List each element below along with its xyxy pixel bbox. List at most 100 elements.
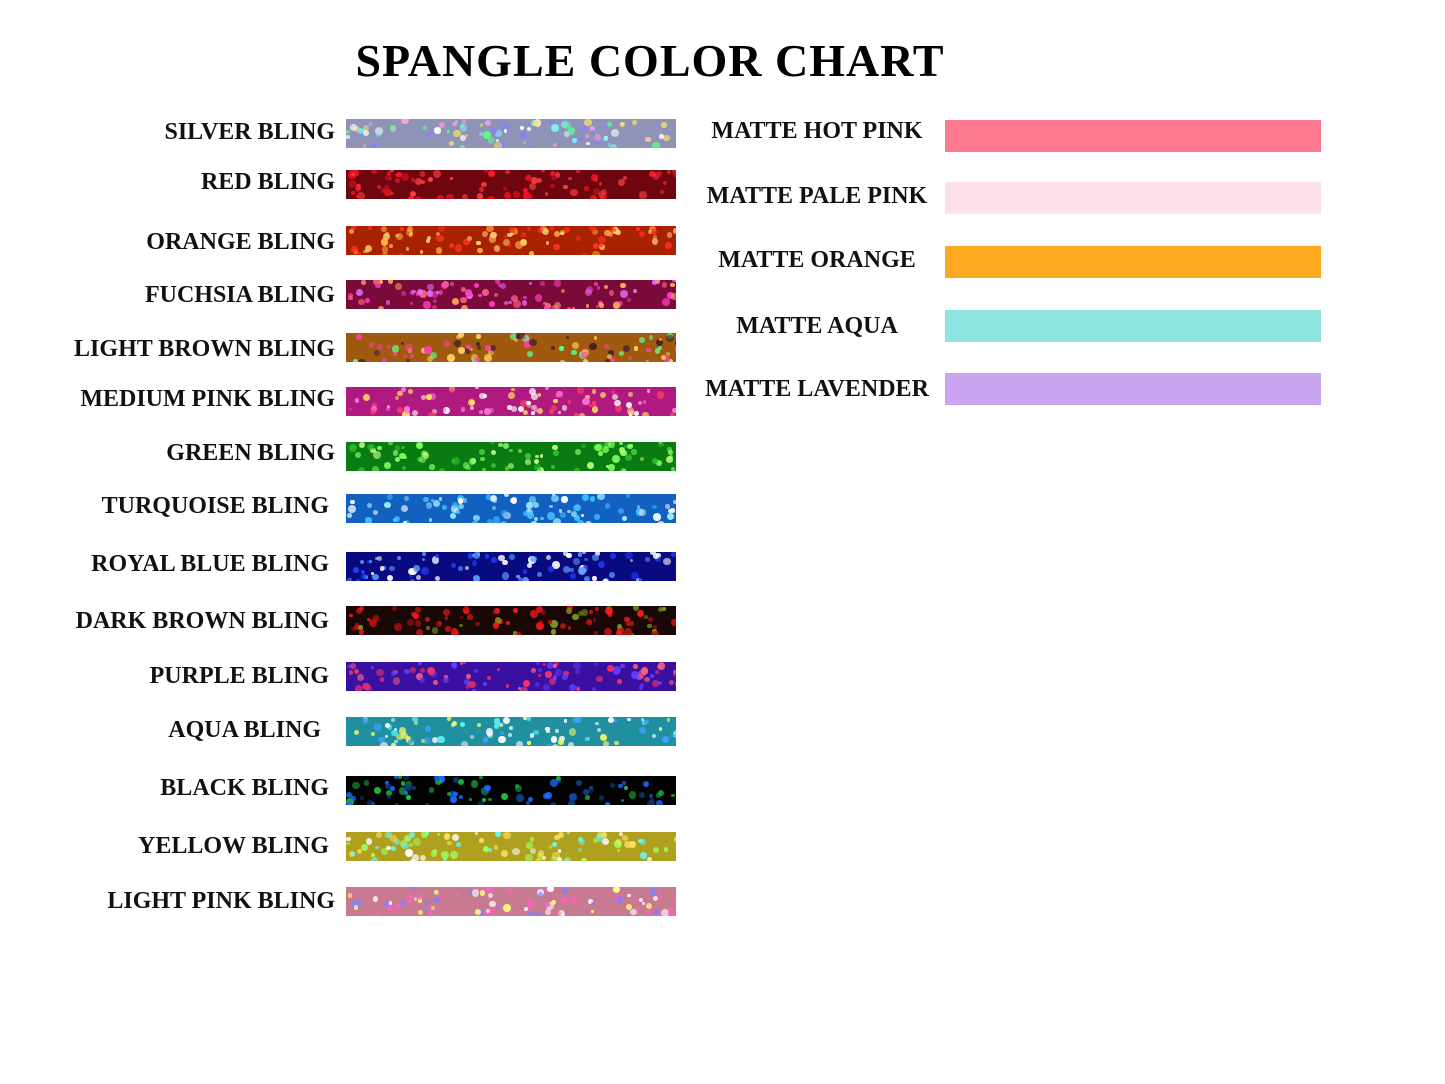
sparkle <box>483 131 491 139</box>
sparkle <box>562 674 568 680</box>
sparkle <box>508 463 515 470</box>
sparkle <box>363 780 370 786</box>
sparkle <box>372 615 380 622</box>
sparkle <box>516 333 525 339</box>
sparkle <box>655 170 663 177</box>
sparkle <box>475 908 481 915</box>
sparkle <box>549 119 554 124</box>
sparkle <box>627 355 633 361</box>
sparkle <box>362 144 367 148</box>
sparkle <box>599 733 607 742</box>
sparkle <box>380 238 389 246</box>
sparkle <box>392 450 399 456</box>
sparkle <box>465 685 470 689</box>
sparkle <box>460 616 464 620</box>
sparkle <box>411 611 417 617</box>
sparkle <box>384 462 391 469</box>
sparkle <box>385 832 392 839</box>
sparkle <box>608 464 615 471</box>
sparkle <box>420 348 426 354</box>
sparkle <box>470 735 475 740</box>
sparkle <box>493 245 501 252</box>
sparkle <box>381 848 389 856</box>
sparkle <box>497 283 501 287</box>
sparkle <box>649 170 656 178</box>
sparkle <box>351 626 356 631</box>
sparkle <box>581 352 588 359</box>
sparkle <box>404 344 413 353</box>
sparkle <box>467 614 473 620</box>
sparkle <box>647 623 652 629</box>
sparkle <box>412 565 420 572</box>
sparkle <box>633 288 638 293</box>
sparkle <box>368 560 373 564</box>
label-matte-orange: MATTE ORANGE <box>718 247 916 273</box>
sparkle <box>482 846 489 853</box>
sparkle <box>610 128 619 137</box>
sparkle <box>436 234 444 243</box>
sparkle <box>488 407 495 413</box>
sparkle <box>563 912 567 916</box>
sparkle <box>531 668 537 674</box>
sparkle <box>612 301 620 309</box>
sparkle <box>563 184 568 190</box>
sparkle <box>407 226 413 232</box>
sparkle <box>450 281 455 286</box>
sparkle <box>555 668 563 676</box>
sparkle <box>622 835 629 841</box>
sparkle <box>540 610 546 615</box>
page-title: SPANGLE COLOR CHART <box>355 35 945 86</box>
swatch-royal-blue-bling <box>346 552 676 581</box>
sparkle <box>639 791 646 798</box>
sparkle <box>376 668 384 677</box>
sparkle <box>526 512 534 520</box>
sparkle <box>555 911 561 916</box>
sparkle <box>407 887 412 890</box>
sparkle <box>621 515 627 521</box>
sparkle <box>364 244 372 252</box>
sparkle <box>617 627 624 634</box>
sparkle <box>416 672 424 680</box>
sparkle <box>452 833 460 842</box>
sparkle <box>656 793 661 798</box>
sparkle <box>540 517 544 521</box>
sparkle <box>387 575 393 581</box>
sparkle <box>398 776 402 779</box>
sparkle <box>479 909 486 916</box>
sparkle <box>525 453 532 460</box>
sparkle <box>430 351 438 359</box>
sparkle <box>604 627 613 635</box>
sparkle <box>433 897 440 904</box>
sparkle <box>400 387 406 392</box>
sparkle <box>410 858 417 861</box>
sparkle <box>471 520 479 523</box>
sparkle <box>545 902 551 907</box>
sparkle <box>394 456 400 462</box>
label-black-bling: BLACK BLING <box>160 775 329 801</box>
sparkle <box>544 387 549 391</box>
sparkle <box>585 394 590 399</box>
sparkle <box>534 463 542 471</box>
sparkle <box>376 832 382 838</box>
sparkle <box>671 793 675 798</box>
sparkle <box>652 235 658 240</box>
sparkle <box>550 346 555 351</box>
sparkle <box>670 619 676 627</box>
sparkle <box>522 679 531 688</box>
sparkle <box>582 359 588 362</box>
sparkle <box>580 857 588 861</box>
sparkle <box>501 123 509 132</box>
sparkle <box>450 851 458 859</box>
sparkle <box>531 404 538 411</box>
sparkle <box>579 125 587 132</box>
sparkle <box>351 246 359 254</box>
sparkle <box>552 561 560 569</box>
label-red-bling: RED BLING <box>200 169 335 195</box>
sparkle <box>437 832 441 836</box>
sparkle <box>444 615 449 620</box>
sparkle <box>385 723 390 729</box>
sparkle <box>375 282 381 288</box>
sparkle <box>454 120 459 124</box>
sparkle <box>461 119 467 125</box>
sparkle <box>662 557 671 566</box>
